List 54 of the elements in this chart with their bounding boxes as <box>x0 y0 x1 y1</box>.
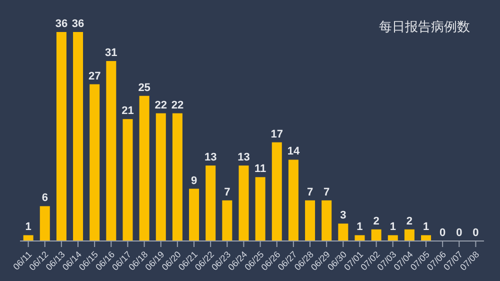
bar <box>206 166 216 241</box>
bar <box>122 119 133 241</box>
data-label: 31 <box>105 47 118 60</box>
data-label: 0 <box>440 227 446 239</box>
bar <box>222 200 232 241</box>
data-label: 36 <box>55 18 68 30</box>
data-label: 3 <box>340 210 346 222</box>
data-label: 0 <box>472 227 479 239</box>
data-label: 25 <box>138 82 150 94</box>
data-label: 36 <box>72 18 84 30</box>
data-label: 11 <box>254 163 266 176</box>
data-label: 13 <box>238 152 250 164</box>
data-label: 2 <box>406 215 413 228</box>
data-label: 1 <box>356 221 363 234</box>
data-label: 21 <box>122 105 134 118</box>
bar <box>305 200 316 241</box>
data-label: 0 <box>456 227 462 239</box>
data-label: 22 <box>154 99 168 112</box>
data-label: 27 <box>88 70 101 82</box>
bar <box>156 113 166 241</box>
bar <box>23 235 34 241</box>
data-label: 7 <box>324 186 330 198</box>
bar <box>421 235 432 241</box>
bar <box>40 206 50 241</box>
chart-title: 每日报告病例数 <box>379 18 470 36</box>
bar <box>388 235 398 241</box>
bar <box>272 142 282 241</box>
bar <box>90 84 100 241</box>
bar <box>354 235 365 241</box>
data-label: 2 <box>373 215 380 228</box>
bar <box>238 166 249 241</box>
data-label: 1 <box>25 221 32 234</box>
data-label: 1 <box>390 221 396 234</box>
bar <box>338 224 348 241</box>
bar <box>371 229 382 241</box>
bar <box>288 160 298 241</box>
bar <box>322 200 332 241</box>
bar <box>404 229 414 241</box>
bar <box>73 32 84 241</box>
bar <box>172 113 182 241</box>
bar <box>255 177 266 241</box>
bar <box>189 188 200 241</box>
bar <box>106 61 116 241</box>
data-label: 14 <box>287 146 300 158</box>
data-label: 13 <box>204 152 217 164</box>
data-label: 22 <box>171 99 184 112</box>
data-label: 9 <box>190 174 198 187</box>
data-label: 6 <box>42 192 48 204</box>
data-label: 17 <box>270 128 284 140</box>
data-label: 1 <box>422 221 430 234</box>
data-label: 7 <box>224 186 230 198</box>
data-label: 7 <box>306 186 314 198</box>
bar <box>139 96 150 241</box>
bar <box>56 32 66 241</box>
